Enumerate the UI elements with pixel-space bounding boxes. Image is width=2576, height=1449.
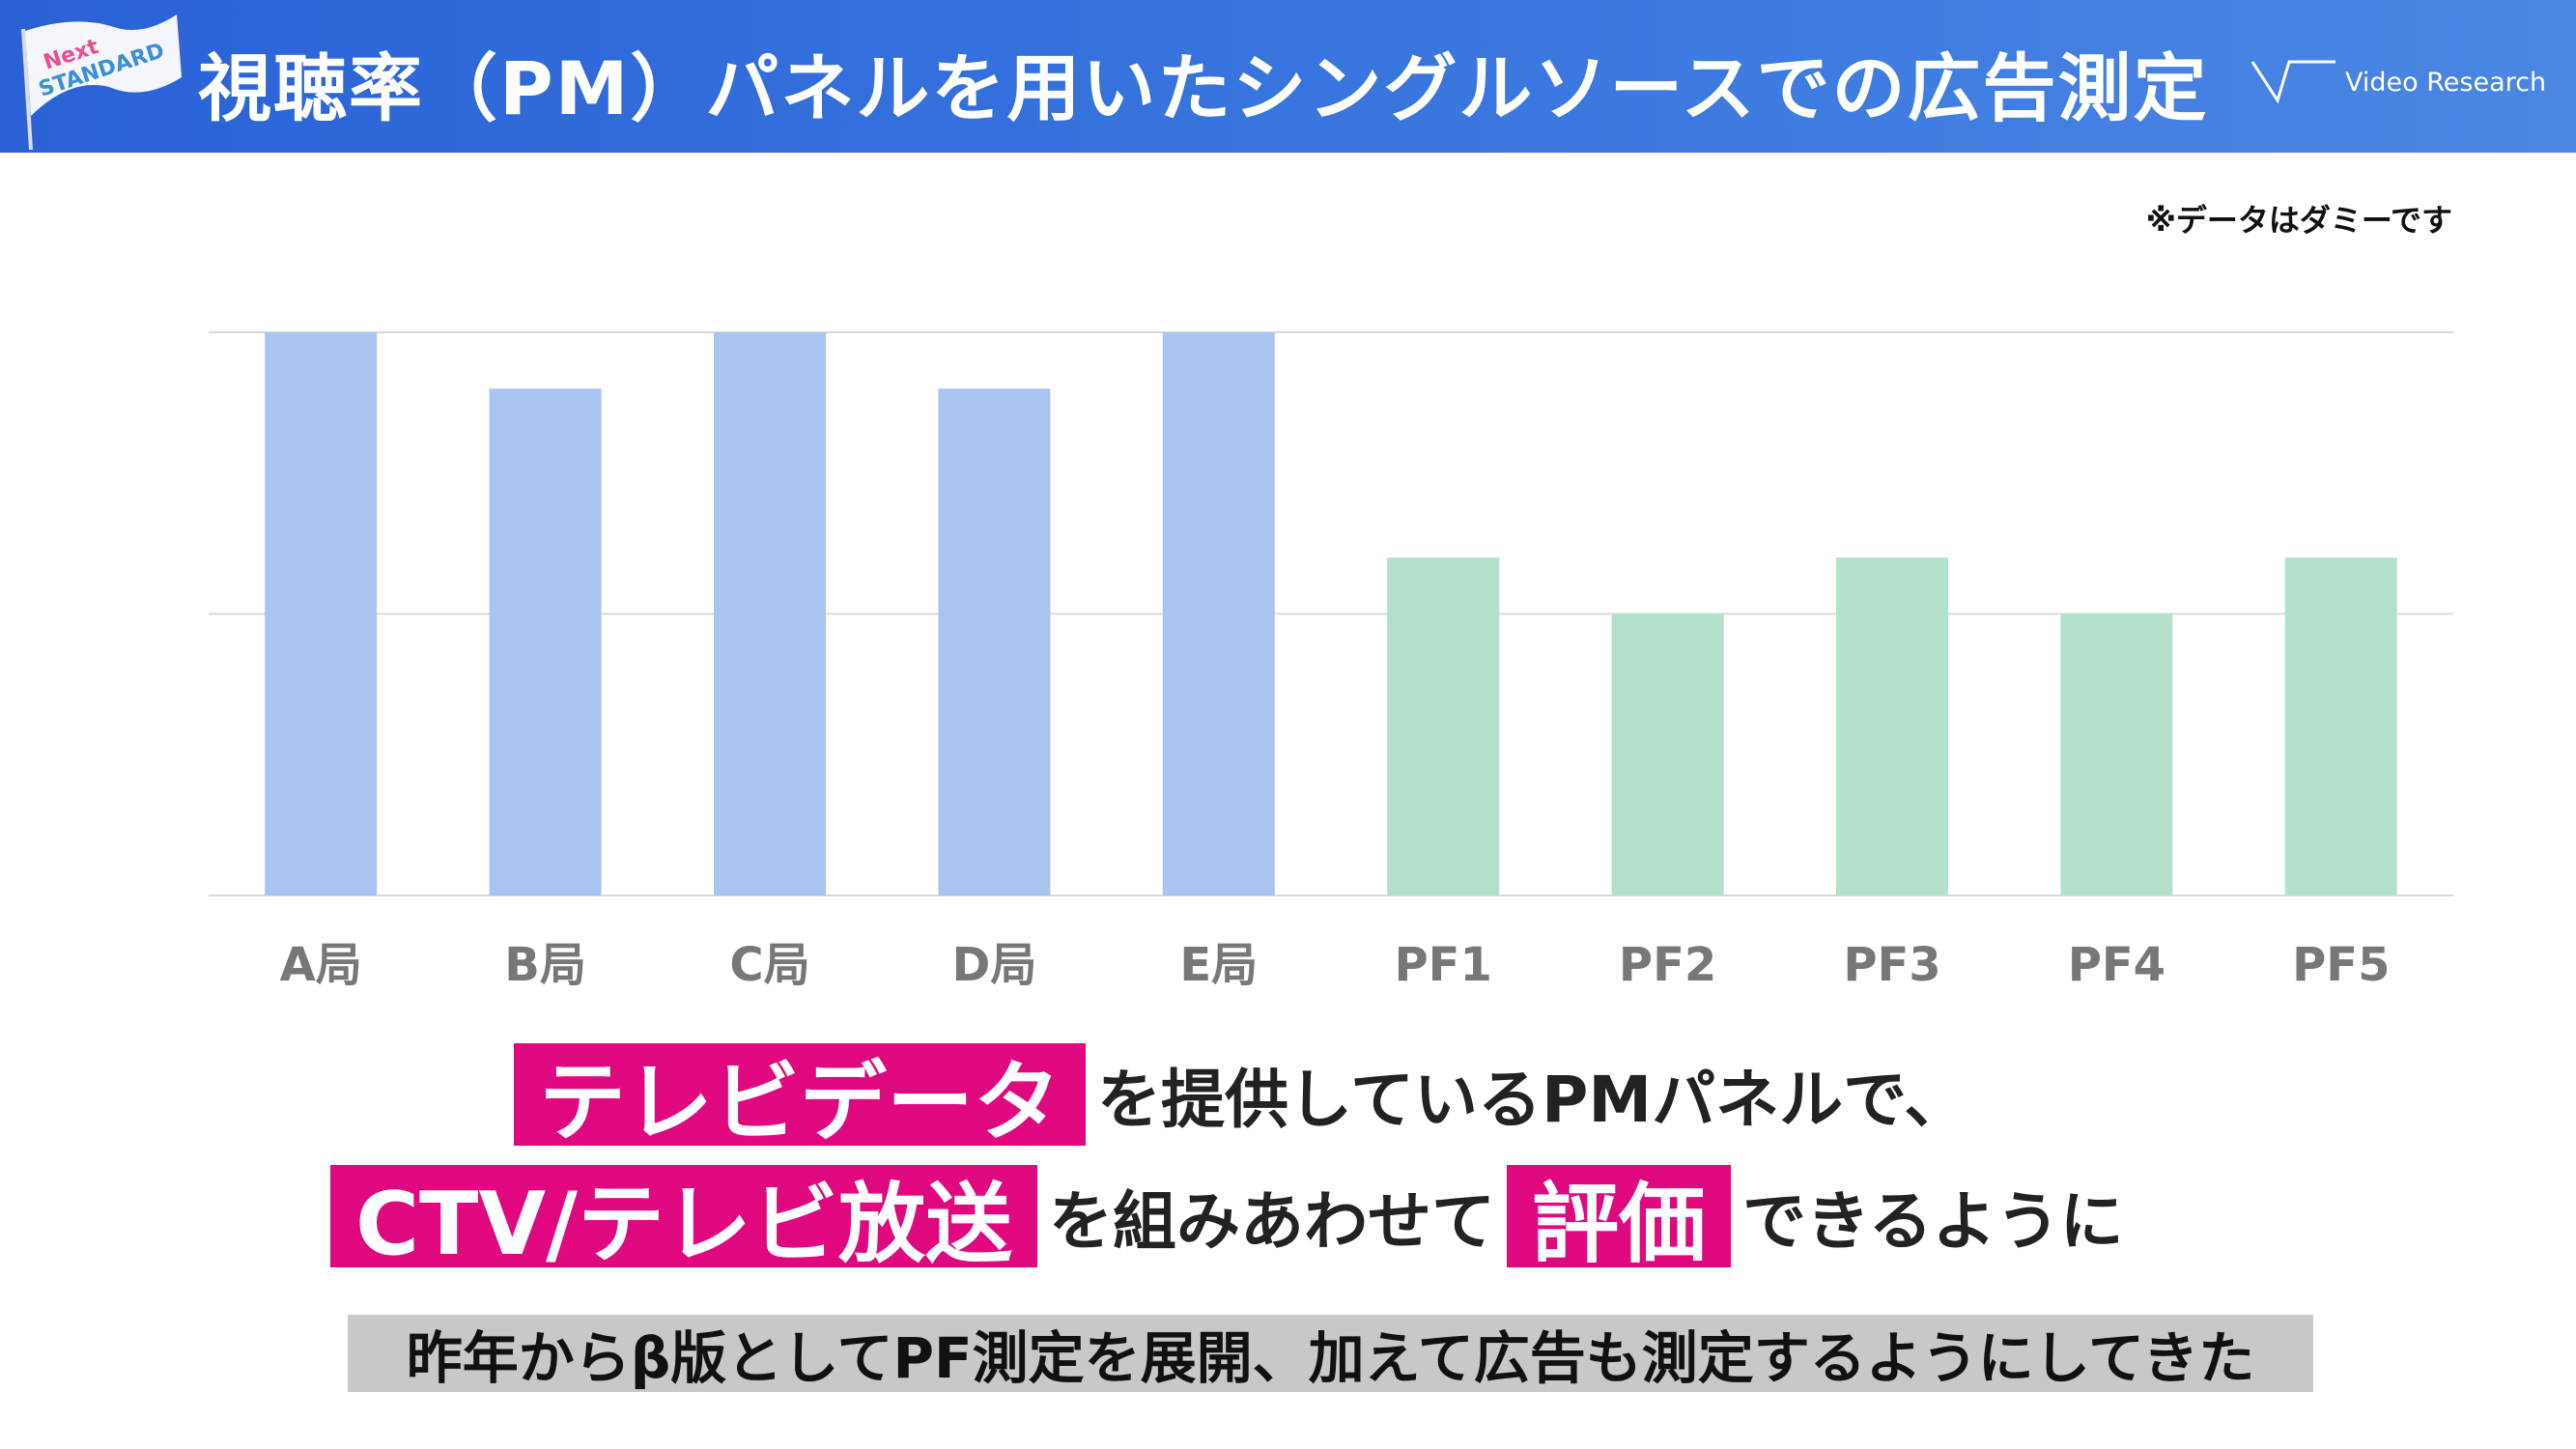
dummy-data-note: ※データはダミーです [2145,202,2452,239]
bar-PF2 [1611,613,1724,895]
video-research-logo-icon [2250,60,2335,104]
x-tick-label: C局 [729,938,809,992]
caption-text: できるように [1741,1184,2124,1259]
caption-text: を組みあわせて [1048,1184,1495,1259]
bar-A局 [265,332,378,895]
x-tick-label: A局 [280,938,362,992]
bar-B局 [489,388,602,895]
x-tick-label: PF4 [2068,938,2166,992]
x-tick-label: PF1 [1395,938,1492,992]
bar-PF5 [2284,557,2397,895]
bar-D局 [938,388,1051,895]
page-title: 視聴率（PM）パネルを用いたシングルソースでの広告測定 [198,45,2209,131]
bar-E局 [1162,332,1275,895]
caption-line-2: CTV/テレビ放送 を組みあわせて 評価 できるように [330,1165,2136,1275]
bar-chart: A局 B局 C局 D局 E局 PF1 PF2 PF3 PF4 PF5 [209,331,2453,992]
bar-PF3 [1836,557,1948,895]
x-tick-label: PF5 [2292,938,2390,992]
bar-PF1 [1387,557,1500,895]
caption-line-3: 昨年からβ版としてPF測定を展開、加えて広告も測定するようにしてきた [348,1315,2313,1392]
highlight-ctv-broadcast: CTV/テレビ放送 [330,1165,1037,1275]
video-research-logo-text: Video Research [2345,67,2547,98]
highlight-tv-data: テレビデータ [514,1043,1086,1153]
x-tick-label: E局 [1179,938,1258,992]
x-tick-label: PF2 [1619,938,1716,992]
caption-text: を提供しているPMパネルで、 [1097,1063,1968,1137]
caption-line-1: テレビデータ を提供しているPMパネルで、 [514,1043,1979,1153]
x-tick-label: D局 [951,938,1036,992]
next-standard-flag-logo: Next STANDARD [21,14,182,150]
bar-C局 [714,332,826,895]
x-tick-label: PF3 [1843,938,1940,992]
x-tick-label: B局 [504,938,586,992]
header-bar: Next STANDARD 視聴率（PM）パネルを用いたシングルソースでの広告測… [0,0,2576,153]
highlight-evaluation: 評価 [1506,1165,1731,1275]
bar-PF4 [2060,613,2173,895]
video-research-logo: Video Research [2250,53,2546,111]
